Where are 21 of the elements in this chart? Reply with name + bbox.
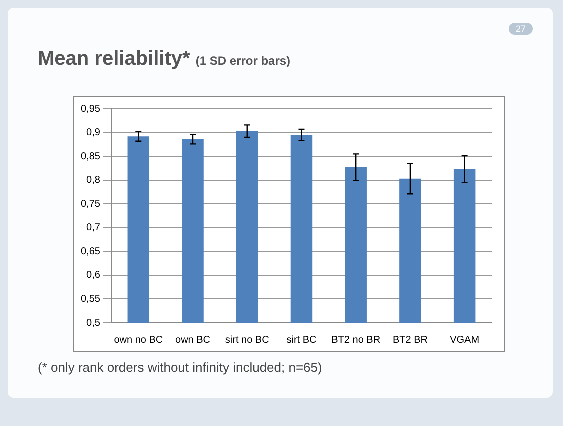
y-tick-label: 0,55 xyxy=(80,294,101,305)
x-tick-label: VGAM xyxy=(450,334,480,346)
y-tick-label: 0,95 xyxy=(80,104,101,115)
chart-subtitle: (1 SD error bars) xyxy=(196,54,291,68)
y-tick-label: 0,6 xyxy=(86,270,101,282)
y-tick-label: 0,7 xyxy=(86,222,101,234)
x-tick-label: sirt BC xyxy=(286,334,317,346)
y-tick-label: 0,75 xyxy=(80,198,101,210)
x-tick-label: own BC xyxy=(176,334,211,346)
x-tick-label: own no BC xyxy=(114,334,164,346)
y-tick-label: 0,85 xyxy=(80,151,101,162)
y-tick-label: 0,9 xyxy=(86,128,101,139)
x-tick-label: sirt no BC xyxy=(225,334,270,346)
text: (* only rank orders without infinity included; n=65) xyxy=(38,360,322,375)
y-tick-label: 0,65 xyxy=(80,246,101,258)
x-tick-label: BT2 BR xyxy=(392,334,428,346)
y-tick-label: 0,8 xyxy=(86,175,101,186)
text: 27 xyxy=(508,23,533,35)
chart-title: Mean reliability* xyxy=(38,48,190,70)
y-tick-label: 0,5 xyxy=(86,318,101,329)
x-tick-label: BT2 no BR xyxy=(332,334,381,346)
